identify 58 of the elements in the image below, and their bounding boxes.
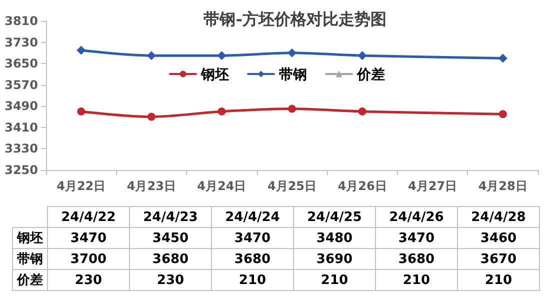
category-label: 24/4/24 xyxy=(212,206,294,228)
legend-label: 带钢 xyxy=(12,248,48,270)
data-label: 3680 xyxy=(376,248,458,270)
x-tick-label: 4月27日 xyxy=(408,179,458,193)
data-label: 3470 xyxy=(212,228,294,248)
point xyxy=(218,107,226,116)
point xyxy=(358,107,366,116)
point xyxy=(288,48,296,58)
point xyxy=(76,46,86,55)
legend-label: 钢坯 xyxy=(200,66,229,82)
data-label: 230 xyxy=(48,270,130,290)
data-label: 3700 xyxy=(48,248,130,270)
point xyxy=(498,54,508,63)
y-tick-label: 3410 xyxy=(4,120,38,134)
y-tick-label: 3650 xyxy=(4,56,38,71)
point xyxy=(358,51,367,60)
y-tick-label: 3250 xyxy=(4,163,38,177)
data-label: 3470 xyxy=(48,228,130,248)
data-label: 3670 xyxy=(458,248,540,270)
y-tick-label: 3730 xyxy=(4,35,38,50)
category-label: 24/4/22 xyxy=(48,206,130,228)
data-label: 3680 xyxy=(130,248,212,270)
point xyxy=(217,51,226,60)
x-tick-label: 4月24日 xyxy=(197,179,246,193)
data-label: 210 xyxy=(458,270,540,290)
data-label: 210 xyxy=(294,270,376,290)
point xyxy=(77,107,86,116)
x-tick-label: 4月25日 xyxy=(267,179,317,193)
legend-label: 价差 xyxy=(356,66,385,82)
data-label: 3470 xyxy=(376,228,458,248)
data-label: 3450 xyxy=(130,228,212,248)
legend-label: 价差 xyxy=(12,270,48,290)
category-label: 24/4/28 xyxy=(458,206,540,228)
chart-title: 带钢-方坯价格对比走势图 xyxy=(204,10,386,28)
data-label: 210 xyxy=(212,270,294,290)
point xyxy=(288,104,296,113)
category-label: 24/4/23 xyxy=(130,206,212,228)
data-label: 3680 xyxy=(212,248,294,270)
data-label: 3480 xyxy=(294,228,376,248)
x-tick-label: 4月23日 xyxy=(126,179,176,193)
data-label: 3460 xyxy=(458,228,540,248)
x-tick-label: 4月26日 xyxy=(338,179,387,193)
point xyxy=(147,112,156,121)
category-label: 24/4/25 xyxy=(294,206,376,228)
legend-label: 带钢 xyxy=(279,66,307,82)
x-tick-label: 4月22日 xyxy=(56,179,106,193)
data-label: 230 xyxy=(130,270,212,290)
data-label: 3690 xyxy=(294,248,376,270)
text: 钢坯 xyxy=(12,228,48,248)
point xyxy=(498,110,507,118)
y-tick-label: 3570 xyxy=(4,78,38,92)
category-label: 24/4/26 xyxy=(376,206,458,228)
point xyxy=(146,51,156,60)
y-tick-label: 3810 xyxy=(4,14,38,28)
y-tick-label: 3490 xyxy=(4,99,38,114)
data-label: 210 xyxy=(376,270,458,290)
y-tick-label: 3330 xyxy=(4,142,38,156)
x-tick-label: 4月28日 xyxy=(478,179,528,193)
